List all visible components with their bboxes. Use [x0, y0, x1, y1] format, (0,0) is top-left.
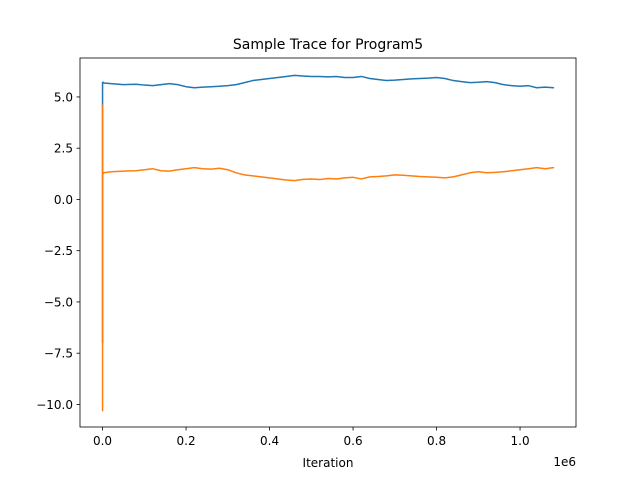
- x-tick-label: 0.8: [427, 434, 446, 448]
- trace-line-1: [101, 74, 555, 344]
- y-axis-ticks: −10.0 −7.5 −5.0 −2.5 0.0 2.5 5.0: [36, 90, 80, 412]
- y-tick-label: 2.5: [54, 142, 73, 156]
- x-tick-label: 0.2: [177, 434, 196, 448]
- plot-series: [101, 74, 555, 412]
- y-tick-label: −10.0: [36, 398, 73, 412]
- x-axis-label: Iteration: [303, 456, 354, 470]
- x-tick-label: 0.6: [344, 434, 363, 448]
- y-tick-label: −7.5: [44, 347, 73, 361]
- x-tick-label: 0.4: [260, 434, 279, 448]
- x-axis-offset-label: 1e6: [553, 455, 576, 469]
- y-tick-label: −2.5: [44, 244, 73, 258]
- trace-line-2: [101, 104, 555, 412]
- plot-area-frame: [79, 57, 577, 428]
- chart-title: Sample Trace for Program5: [233, 37, 423, 53]
- x-tick-label: 0.0: [93, 434, 112, 448]
- y-tick-label: 5.0: [54, 90, 73, 104]
- y-tick-label: −5.0: [44, 295, 73, 309]
- y-tick-label: 0.0: [54, 193, 73, 207]
- x-tick-label: 1.0: [511, 434, 530, 448]
- x-axis-ticks: 0.0 0.2 0.4 0.6 0.8 1.0: [93, 427, 530, 448]
